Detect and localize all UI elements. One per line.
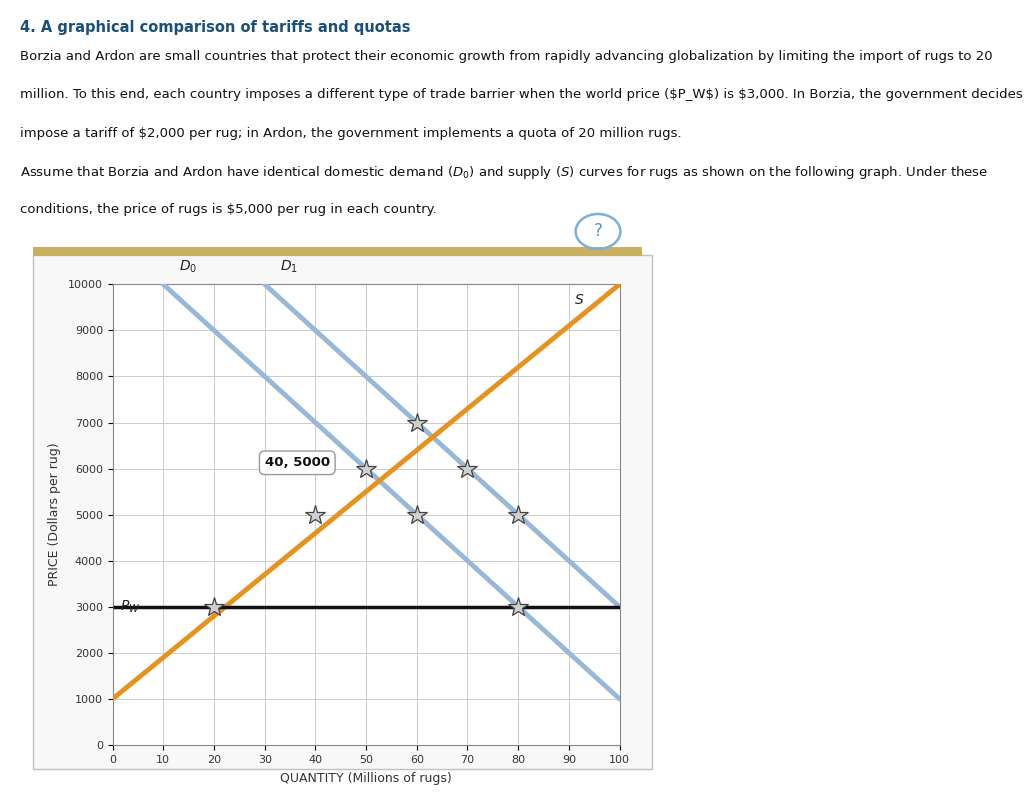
- Text: $D_0$: $D_0$: [178, 259, 197, 276]
- Text: Assume that Borzia and Ardon have identical domestic demand ($D_0$) and supply (: Assume that Borzia and Ardon have identi…: [20, 164, 989, 181]
- X-axis label: QUANTITY (Millions of rugs): QUANTITY (Millions of rugs): [281, 771, 452, 785]
- Text: $S$: $S$: [573, 293, 585, 308]
- FancyBboxPatch shape: [33, 255, 652, 769]
- Text: $D_1$: $D_1$: [280, 259, 298, 276]
- Text: million. To this end, each country imposes a different type of trade barrier whe: million. To this end, each country impos…: [20, 88, 1024, 101]
- FancyBboxPatch shape: [33, 247, 642, 256]
- Text: impose a tariff of $2,000 per rug; in Ardon, the government implements a quota o: impose a tariff of $2,000 per rug; in Ar…: [20, 127, 682, 139]
- Y-axis label: PRICE (Dollars per rug): PRICE (Dollars per rug): [48, 443, 61, 586]
- Text: Borzia and Ardon are small countries that protect their economic growth from rap: Borzia and Ardon are small countries tha…: [20, 50, 993, 62]
- Text: 4. A graphical comparison of tariffs and quotas: 4. A graphical comparison of tariffs and…: [20, 20, 411, 35]
- Text: $P_W$: $P_W$: [120, 598, 140, 615]
- Text: conditions, the price of rugs is $5,000 per rug in each country.: conditions, the price of rugs is $5,000 …: [20, 203, 437, 215]
- Text: 40, 5000: 40, 5000: [264, 457, 330, 469]
- Text: ?: ?: [594, 223, 602, 240]
